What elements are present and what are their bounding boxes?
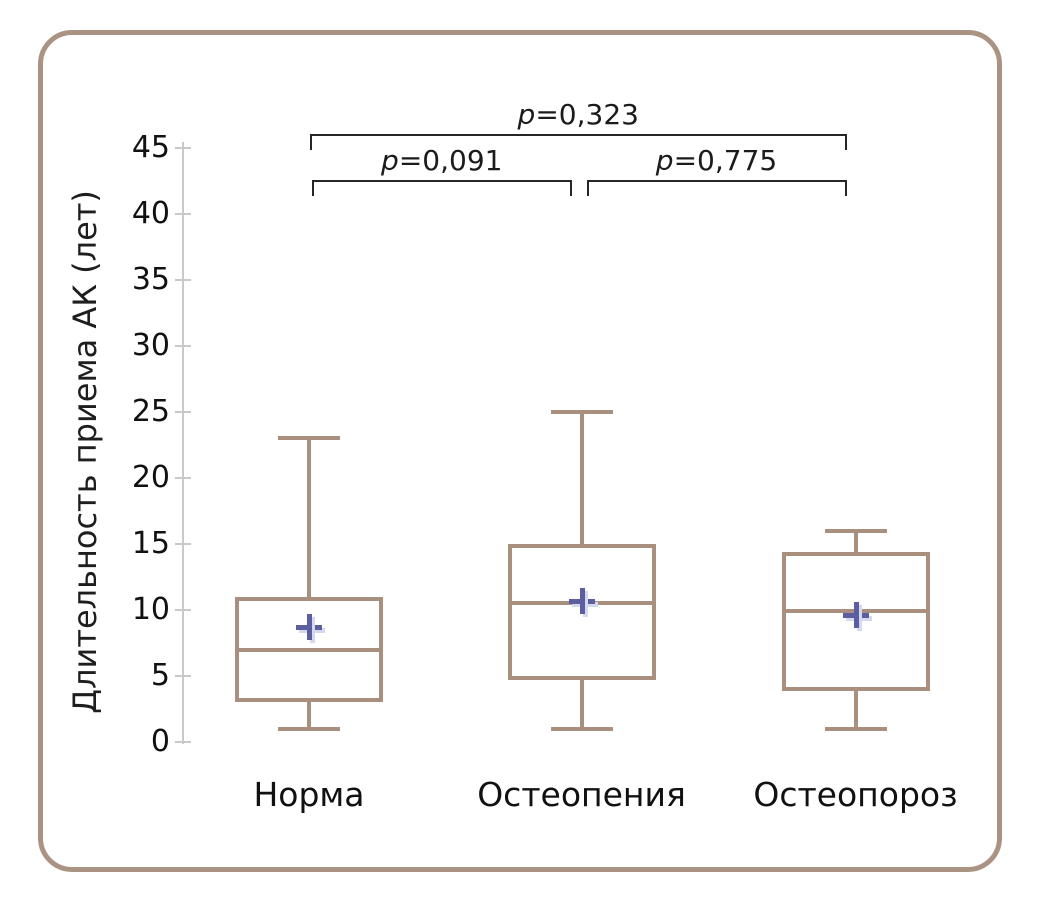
y-tick-label: 45	[131, 130, 170, 165]
y-tick	[175, 741, 191, 743]
significance-bracket-end	[844, 134, 847, 150]
whisker-cap-min	[278, 726, 340, 731]
significance-bracket	[312, 179, 572, 182]
y-tick-label: 10	[131, 592, 170, 627]
p-symbol: p	[517, 97, 536, 131]
box-whisker-lower	[307, 702, 311, 729]
y-tick	[175, 543, 191, 545]
p-symbol: p	[655, 143, 674, 177]
whisker-cap-min	[550, 726, 613, 731]
y-tick-label: 15	[131, 526, 170, 561]
significance-bracket	[586, 179, 847, 182]
y-tick-label: 25	[131, 394, 170, 429]
y-tick	[175, 147, 191, 149]
whisker-cap-max	[824, 528, 887, 533]
box-whisker-lower	[853, 690, 858, 729]
y-tick	[175, 213, 191, 215]
whisker-cap-max	[278, 436, 340, 441]
y-tick-label: 35	[131, 262, 170, 297]
whisker-cap-max	[550, 410, 613, 414]
mean-marker	[579, 587, 585, 614]
significance-bracket-end	[310, 134, 312, 150]
y-tick	[175, 675, 191, 677]
significance-bracket-end	[844, 180, 847, 196]
mean-marker	[853, 602, 859, 629]
p-value-text: =0,323	[535, 97, 639, 131]
box-whisker-upper	[853, 530, 858, 552]
p-value-label: p=0,323	[438, 98, 718, 132]
category-label: Норма	[253, 775, 365, 814]
y-tick	[175, 279, 191, 281]
y-tick-label: 40	[131, 196, 170, 231]
significance-bracket-end	[569, 180, 572, 196]
whisker-cap-min	[824, 726, 887, 731]
figure-frame: Длительность приема АК (лет) 0 5 10 15 20 25 3…	[38, 30, 1002, 872]
y-tick	[175, 345, 191, 347]
mean-marker	[307, 614, 312, 641]
box-whisker-upper	[307, 438, 311, 597]
y-tick-label: 0	[150, 724, 170, 759]
median-line	[237, 647, 381, 652]
boxplot-area: 0 5 10 15 20 25 30 35 40 45 Норма Остеопения Остеопо…	[43, 35, 997, 867]
significance-bracket	[310, 133, 847, 136]
y-tick	[175, 477, 191, 479]
p-value-text: =0,775	[673, 143, 778, 177]
box-whisker-lower	[579, 679, 584, 729]
y-tick	[175, 609, 191, 611]
box-whisker-upper	[579, 412, 584, 544]
y-tick-label: 5	[150, 658, 170, 693]
box	[781, 551, 930, 691]
p-symbol: p	[381, 143, 399, 177]
p-value-label: p=0,775	[577, 144, 857, 178]
category-label: Остеопороз	[753, 775, 958, 814]
y-tick-label: 20	[131, 460, 170, 495]
y-tick-label: 30	[131, 328, 170, 363]
y-axis-line	[182, 142, 184, 744]
significance-bracket-end	[312, 180, 314, 196]
y-tick	[175, 411, 191, 413]
p-value-label: p=0,091	[302, 144, 582, 178]
significance-bracket-end	[586, 180, 589, 196]
p-value-text: =0,091	[398, 143, 503, 177]
category-label: Остеопения	[477, 775, 686, 814]
